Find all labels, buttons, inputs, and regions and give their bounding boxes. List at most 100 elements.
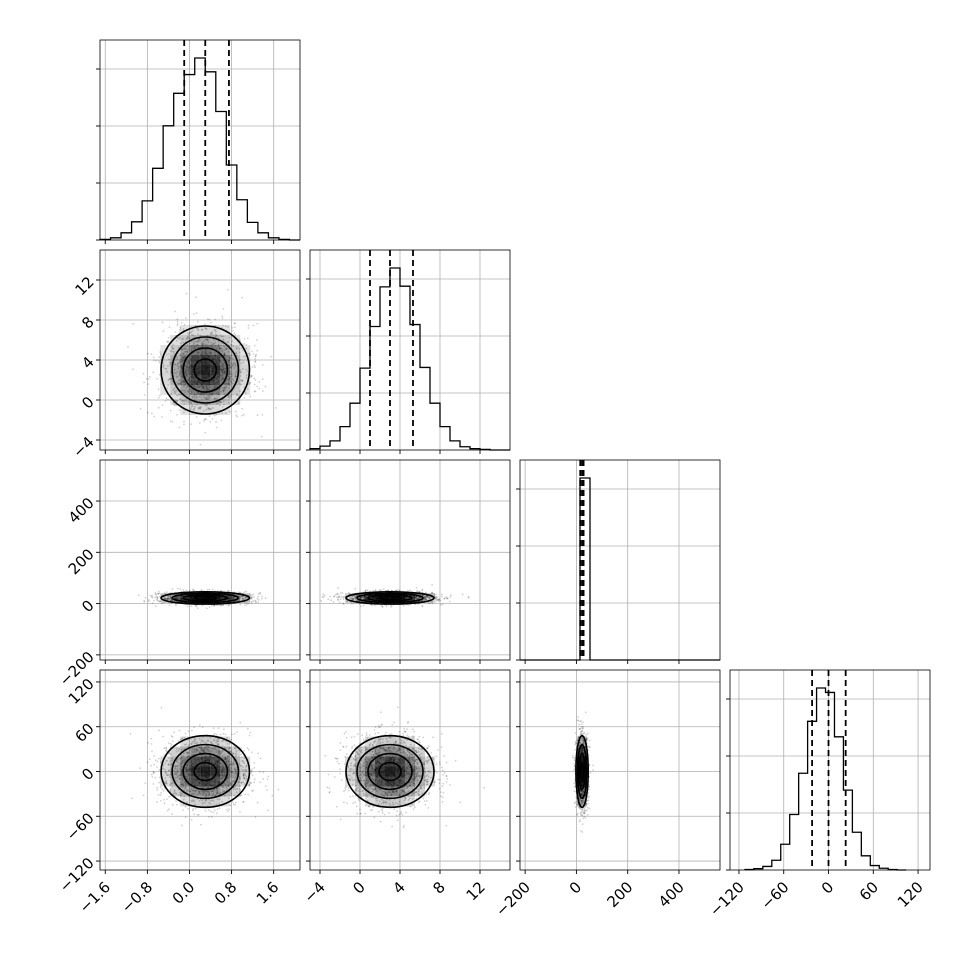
sample-point	[147, 383, 150, 385]
sample-point	[441, 593, 443, 596]
sample-point	[262, 390, 264, 392]
sample-point	[171, 740, 174, 742]
sample-point	[157, 590, 160, 593]
sample-point	[204, 809, 207, 812]
sample-point	[167, 340, 170, 343]
sample-point	[253, 761, 256, 764]
sample-point	[148, 375, 151, 378]
sample-point	[209, 396, 212, 399]
density-cell	[230, 395, 241, 405]
sample-point	[443, 597, 446, 600]
sample-point	[239, 358, 241, 361]
sample-point	[218, 807, 221, 810]
sample-point	[177, 384, 180, 386]
sample-point	[261, 597, 263, 600]
sample-point	[435, 600, 437, 603]
sample-point	[166, 340, 169, 343]
sample-point	[185, 351, 187, 353]
sample-point	[186, 336, 189, 339]
sample-point	[339, 598, 342, 601]
sample-point	[132, 322, 135, 325]
sample-point	[239, 603, 242, 606]
sample-point	[221, 317, 224, 319]
sample-point	[205, 418, 208, 421]
sample-point	[196, 320, 199, 323]
sample-point	[171, 421, 174, 423]
sample-point	[157, 793, 160, 796]
sample-point	[178, 393, 181, 396]
sample-point	[232, 329, 234, 332]
sample-point	[179, 329, 181, 332]
sample-point	[431, 583, 433, 586]
sample-point	[222, 390, 225, 393]
sample-point	[233, 322, 236, 325]
sample-point	[329, 595, 332, 598]
sample-point	[256, 349, 259, 352]
sample-point	[402, 604, 405, 607]
sample-point	[158, 373, 161, 376]
sample-point	[249, 354, 251, 356]
sample-point	[174, 604, 177, 607]
sample-point	[224, 353, 226, 356]
sample-point	[231, 733, 233, 736]
sample-point	[178, 426, 181, 429]
sample-point	[186, 350, 189, 352]
sample-point	[390, 605, 393, 608]
sample-point	[154, 759, 157, 762]
sample-point	[145, 377, 148, 380]
sample-point	[249, 731, 252, 734]
sample-point	[221, 350, 224, 353]
sample-point	[256, 801, 259, 804]
sample-point	[261, 435, 263, 438]
sample-point	[158, 361, 161, 364]
sample-point	[257, 592, 260, 595]
sample-point	[450, 594, 452, 597]
sample-point	[220, 604, 222, 607]
sample-point	[163, 747, 166, 749]
sample-point	[156, 789, 159, 791]
sample-point	[144, 782, 147, 785]
sample-point	[219, 347, 222, 350]
sample-point	[354, 587, 357, 590]
sample-point	[190, 423, 192, 425]
sample-point	[220, 347, 223, 350]
sample-point	[156, 599, 159, 602]
sample-point	[176, 803, 178, 806]
sample-point	[127, 346, 129, 348]
density-cell	[230, 335, 241, 345]
panel-0-0	[96, 39, 301, 244]
sample-point	[254, 360, 257, 363]
sample-point	[244, 604, 247, 607]
sample-point	[240, 794, 243, 797]
sample-point	[222, 400, 225, 403]
sample-point	[170, 378, 173, 380]
sample-point	[441, 595, 443, 598]
sample-point	[193, 395, 196, 398]
sample-point	[151, 602, 154, 605]
sample-point	[205, 328, 208, 330]
y-tick-label-0: −4	[69, 433, 97, 461]
sample-point	[227, 395, 230, 398]
sample-point	[204, 323, 207, 325]
sample-point	[448, 600, 451, 603]
sample-point	[158, 600, 161, 603]
sample-point	[234, 365, 237, 367]
sample-point	[170, 744, 173, 746]
sample-point	[183, 347, 186, 350]
sample-point	[243, 343, 245, 345]
sample-point	[211, 588, 214, 591]
sample-point	[172, 351, 175, 353]
sample-point	[177, 337, 180, 339]
sample-point	[336, 592, 338, 595]
sample-point	[209, 420, 212, 423]
sample-point	[167, 337, 170, 339]
sample-point	[212, 407, 214, 409]
sample-point	[152, 356, 155, 359]
sample-point	[168, 326, 171, 329]
sample-point	[243, 591, 246, 594]
panel-frame	[519, 459, 721, 661]
sample-point	[232, 364, 235, 366]
sample-point	[210, 321, 213, 324]
sample-point	[467, 596, 470, 599]
